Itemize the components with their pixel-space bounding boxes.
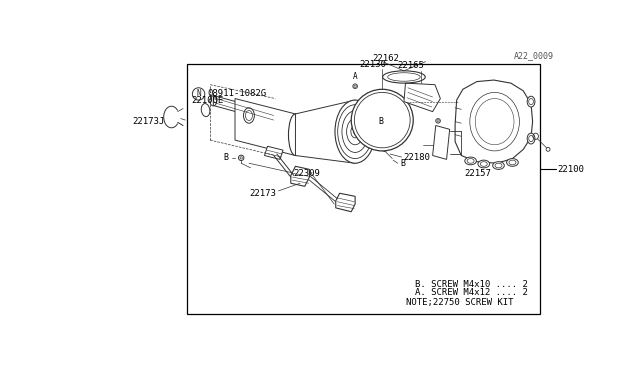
Text: A. SCREW M4x12 .... 2: A. SCREW M4x12 .... 2 (415, 288, 527, 297)
Ellipse shape (465, 157, 476, 165)
Ellipse shape (478, 160, 490, 168)
Text: B: B (223, 153, 228, 162)
Text: NOTE;22750 SCREW KIT: NOTE;22750 SCREW KIT (406, 298, 513, 307)
Text: B: B (401, 159, 406, 168)
Text: B. SCREW M4x10 .... 2: B. SCREW M4x10 .... 2 (415, 280, 527, 289)
Text: 08911-1082G: 08911-1082G (207, 89, 266, 99)
Text: 22100E: 22100E (191, 96, 223, 105)
Text: 22130: 22130 (359, 60, 386, 69)
Polygon shape (264, 146, 283, 159)
Text: 22165: 22165 (397, 61, 424, 70)
Text: 22157: 22157 (465, 170, 492, 179)
Polygon shape (336, 193, 355, 212)
Text: 22100: 22100 (557, 165, 584, 174)
Polygon shape (455, 80, 532, 163)
Ellipse shape (493, 162, 504, 169)
Text: 22309: 22309 (293, 169, 320, 178)
Ellipse shape (507, 158, 518, 166)
Polygon shape (235, 99, 296, 155)
Polygon shape (433, 125, 450, 159)
Ellipse shape (335, 100, 375, 163)
Text: A: A (353, 73, 357, 81)
Text: 22162: 22162 (372, 54, 399, 63)
Text: 22180: 22180 (403, 153, 430, 162)
Text: A22_0009: A22_0009 (514, 51, 554, 60)
Ellipse shape (527, 96, 535, 107)
Bar (187, 64, 540, 314)
Ellipse shape (351, 89, 413, 151)
Polygon shape (296, 100, 355, 163)
Text: N: N (196, 89, 201, 99)
Text: 22173J: 22173J (132, 117, 165, 126)
Polygon shape (404, 83, 440, 112)
Ellipse shape (289, 114, 303, 155)
Ellipse shape (527, 133, 535, 144)
Ellipse shape (244, 108, 254, 123)
Text: B: B (378, 117, 383, 126)
Text: 22173: 22173 (249, 189, 276, 198)
Polygon shape (213, 96, 278, 123)
Polygon shape (291, 166, 309, 186)
